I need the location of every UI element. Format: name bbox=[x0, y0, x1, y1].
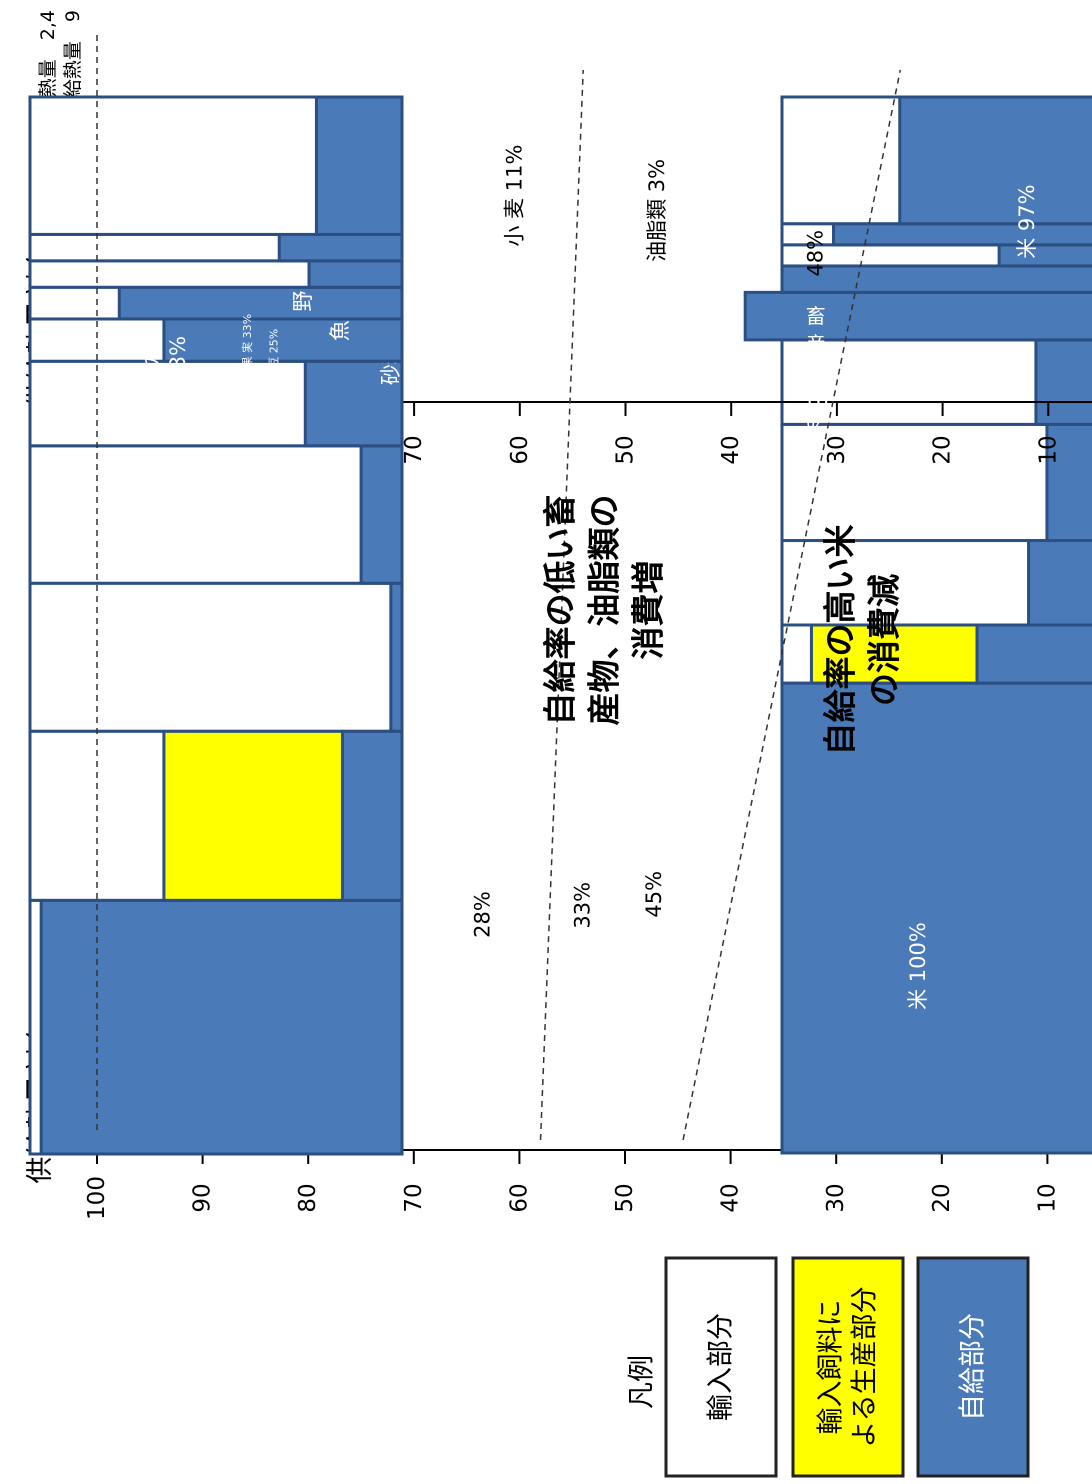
annotation-rice-line: の消費減 bbox=[865, 574, 904, 706]
connector-line bbox=[539, 69, 584, 1141]
category-label: 大 豆 25% bbox=[267, 329, 281, 382]
self-part-大豆 bbox=[997, 243, 1092, 268]
import-part-油脂類 bbox=[28, 581, 404, 733]
self-part-小麦 bbox=[359, 444, 404, 585]
self-part-その他 bbox=[314, 95, 404, 236]
self-part-小麦 bbox=[1045, 422, 1092, 543]
legend-label: よる生産部分 bbox=[850, 1286, 881, 1447]
category-label: 23% bbox=[166, 336, 190, 383]
axis-tick-label: 100 bbox=[84, 1176, 110, 1220]
self-part-油脂類 bbox=[389, 581, 404, 733]
category-value-label: 48% bbox=[804, 230, 828, 277]
category-label: 油脂類 bbox=[571, 1058, 595, 1121]
self-part-魚介類 bbox=[743, 290, 1092, 342]
axis-tick-label: 70 bbox=[401, 1183, 427, 1212]
import-part-小麦 bbox=[780, 422, 1092, 543]
self-part-魚介類 bbox=[162, 317, 404, 363]
category-label: 畜産物 47% bbox=[642, 1005, 666, 1121]
axis-tick-label: 10 bbox=[1034, 1183, 1060, 1212]
axis-tick-label: 10 bbox=[1035, 435, 1061, 464]
axis-tick-label: 30 bbox=[823, 1183, 849, 1212]
category-label: その他 bbox=[141, 328, 165, 391]
axis-tick-label: 50 bbox=[612, 1183, 638, 1212]
category-label: 小麦 bbox=[470, 1077, 494, 1119]
category-label: 米 97% bbox=[1015, 184, 1039, 258]
axis-tick-label: 50 bbox=[613, 435, 639, 464]
self-part-畜産物 bbox=[340, 729, 404, 902]
legend-swatch bbox=[791, 1256, 905, 1478]
category-label: 小 麦 11% bbox=[503, 145, 527, 247]
axis-tick-label: 20 bbox=[930, 435, 956, 464]
category-label: 物 bbox=[806, 360, 826, 384]
category-label: % bbox=[806, 416, 825, 440]
axis-tick-label: 60 bbox=[507, 435, 533, 464]
self-part-野菜 bbox=[780, 264, 1092, 294]
axis-tick-label: 30 bbox=[824, 435, 850, 464]
axis-tick-label: 40 bbox=[718, 1183, 744, 1212]
axis-tick-label: 70 bbox=[401, 435, 427, 464]
axis-tick-label: 80 bbox=[295, 1183, 321, 1212]
feed-part-畜産物 bbox=[162, 729, 344, 902]
annotation-livestock-line: 消費増 bbox=[629, 561, 668, 660]
annotation-rice-line: 自給率の高い米 bbox=[821, 525, 860, 756]
self-part-その他 bbox=[898, 95, 1092, 226]
category-label: 産 bbox=[806, 332, 826, 356]
annotation-livestock-line: 自給率の低い畜 bbox=[541, 495, 580, 726]
category-label: 果 実 33% bbox=[240, 314, 254, 367]
legend-label: 自給部分 bbox=[958, 1313, 989, 1421]
self-part-砂糖類 bbox=[303, 359, 404, 448]
self-part-砂糖類 bbox=[1034, 338, 1092, 426]
self-part-米 bbox=[39, 898, 404, 1156]
self-part-果実 bbox=[277, 232, 404, 263]
connector-line bbox=[682, 69, 902, 1141]
axis-tick-label: 20 bbox=[929, 1183, 955, 1212]
self-part-野菜 bbox=[117, 285, 404, 321]
category-value-label: 45% bbox=[642, 871, 666, 918]
legend-label: 輸入部分 bbox=[706, 1313, 737, 1421]
category-label: 油脂類 3% bbox=[645, 159, 669, 262]
self-part-大豆 bbox=[307, 259, 404, 289]
axis-tick-label: 60 bbox=[506, 1183, 532, 1212]
category-label: 米 100% bbox=[906, 922, 930, 1010]
legend-swatch bbox=[664, 1256, 778, 1478]
category-label: 畜 bbox=[806, 304, 826, 328]
self-part-油脂類 bbox=[1027, 539, 1092, 627]
axis-tick-label: 40 bbox=[718, 435, 744, 464]
category-value-label: 33% bbox=[571, 882, 595, 929]
self-part-果実 bbox=[832, 222, 1092, 247]
self-part-畜産物 bbox=[975, 623, 1092, 685]
import-part-小麦 bbox=[28, 444, 404, 585]
self-part-米 bbox=[780, 681, 1092, 1155]
category-value-label: 28% bbox=[470, 891, 494, 938]
category-label: 26% bbox=[404, 330, 428, 377]
legend-label: 輸入飼料に bbox=[816, 1300, 847, 1435]
legend-swatch bbox=[916, 1256, 1030, 1478]
legend-title: 凡例 bbox=[627, 1355, 658, 1409]
category-label: 16 bbox=[803, 388, 828, 412]
axis-tick-label: 90 bbox=[190, 1183, 216, 1212]
annotation-livestock-line: 産物、油脂類の bbox=[585, 495, 624, 726]
